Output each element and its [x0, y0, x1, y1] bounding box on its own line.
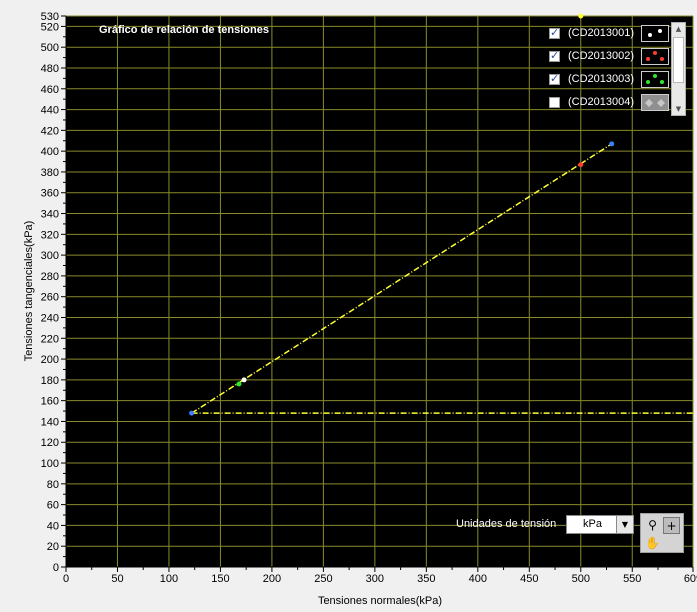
envelope-line	[191, 143, 613, 414]
x-tick-label: 609	[684, 573, 697, 585]
scroll-down-icon[interactable]: ▼	[675, 105, 682, 113]
y-tick-label: 80	[47, 479, 59, 491]
y-tick-label: 400	[41, 146, 59, 158]
chart-title: Gráfico de relación de tensiones	[99, 24, 269, 36]
grid	[66, 15, 694, 567]
legend-scrollbar[interactable]: ▲ ▼	[671, 22, 686, 116]
legend-swatch[interactable]	[641, 25, 669, 42]
y-tick-label: 240	[41, 312, 59, 324]
x-tick-label: 200	[263, 573, 281, 585]
x-tick-label: 350	[417, 573, 435, 585]
y-tick-label: 0	[53, 562, 59, 574]
marker-point	[189, 410, 195, 416]
crosshair-icon[interactable]: +	[663, 517, 680, 534]
y-tick-label: 300	[41, 250, 59, 262]
legend-label: (CD2013001)	[568, 27, 635, 39]
y-tick-label: 500	[41, 42, 59, 54]
y-tick-label: 360	[41, 188, 59, 200]
y-tick-label: 180	[41, 375, 59, 387]
y-tick-label: 220	[41, 333, 59, 345]
x-axis-label: Tensiones normales(kPa)	[318, 595, 442, 607]
pan-hand-icon[interactable]: ✋	[645, 536, 660, 550]
y-axis-label: Tensiones tangenciales(kPa)	[23, 221, 35, 362]
y-tick-label: 20	[47, 541, 59, 553]
y-tick-label: 520	[41, 21, 59, 33]
x-tick-label: 300	[366, 573, 384, 585]
y-tick-label: 530	[41, 11, 59, 23]
y-tick-label: 100	[41, 458, 59, 470]
legend-item-cd2013001[interactable]: (CD2013001)	[545, 24, 673, 44]
x-tick-label: 150	[211, 573, 229, 585]
x-tick-label: 550	[623, 573, 641, 585]
legend-swatch[interactable]	[641, 71, 669, 88]
data-point	[578, 162, 584, 168]
scroll-thumb[interactable]	[673, 37, 684, 83]
legend-swatch[interactable]	[641, 48, 669, 65]
units-value: kPa	[583, 518, 602, 530]
y-tick-label: 380	[41, 167, 59, 179]
y-tick-label: 340	[41, 209, 59, 221]
x-tick-label: 450	[520, 573, 538, 585]
y-tick-label: 200	[41, 354, 59, 366]
y-tick-label: 280	[41, 271, 59, 283]
legend-item-cd2013002[interactable]: (CD2013002)	[545, 47, 673, 67]
y-tick-label: 260	[41, 292, 59, 304]
y-tick-label: 160	[41, 396, 59, 408]
marker-point	[609, 141, 615, 147]
marker-point	[578, 13, 584, 19]
scroll-up-icon[interactable]: ▲	[675, 25, 682, 33]
legend-item-cd2013004[interactable]: (CD2013004)	[545, 93, 673, 113]
units-select[interactable]: kPa ▼	[566, 515, 634, 534]
x-tick-label: 50	[111, 573, 123, 585]
legend-label: (CD2013002)	[568, 50, 635, 62]
chevron-down-icon[interactable]: ▼	[616, 516, 633, 533]
legend-checkbox[interactable]	[549, 97, 560, 108]
legend-label: (CD2013004)	[568, 96, 635, 108]
series-points	[189, 13, 615, 416]
y-tick-label: 320	[41, 229, 59, 241]
x-axis-ticks: 0 50 100 150 200 250 300 350 400 450 500 550 609	[63, 573, 697, 585]
legend-checkbox[interactable]	[549, 49, 560, 62]
legend-checkbox[interactable]	[549, 26, 560, 39]
y-axis-ticks: 0 20 40 60 80 100 120 140 160 180 200 220 240 260 280 3…	[41, 11, 59, 574]
y-tick-label: 440	[41, 105, 59, 117]
y-tick-label: 120	[41, 437, 59, 449]
x-tick-label: 250	[314, 573, 332, 585]
legend-swatch[interactable]	[641, 94, 669, 111]
y-tick-label: 480	[41, 63, 59, 75]
x-tick-label: 500	[572, 573, 590, 585]
x-tick-label: 100	[160, 573, 178, 585]
y-tick-label: 420	[41, 125, 59, 137]
data-point	[236, 381, 242, 387]
series-lines	[191, 143, 693, 414]
axes	[61, 15, 694, 572]
legend-label: (CD2013003)	[568, 73, 635, 85]
graph-palette: ⚲ + ✋	[640, 513, 684, 553]
units-label: Unidades de tensión	[456, 518, 557, 530]
plot-area[interactable]	[66, 16, 693, 567]
x-tick-label: 0	[63, 573, 69, 585]
legend-item-cd2013003[interactable]: (CD2013003)	[545, 70, 673, 90]
zoom-icon[interactable]: ⚲	[648, 518, 657, 532]
y-tick-label: 40	[47, 520, 59, 532]
y-tick-label: 60	[47, 500, 59, 512]
data-point	[241, 377, 247, 383]
y-tick-label: 460	[41, 84, 59, 96]
y-tick-label: 140	[41, 416, 59, 428]
legend-checkbox[interactable]	[549, 72, 560, 85]
x-tick-label: 400	[469, 573, 487, 585]
